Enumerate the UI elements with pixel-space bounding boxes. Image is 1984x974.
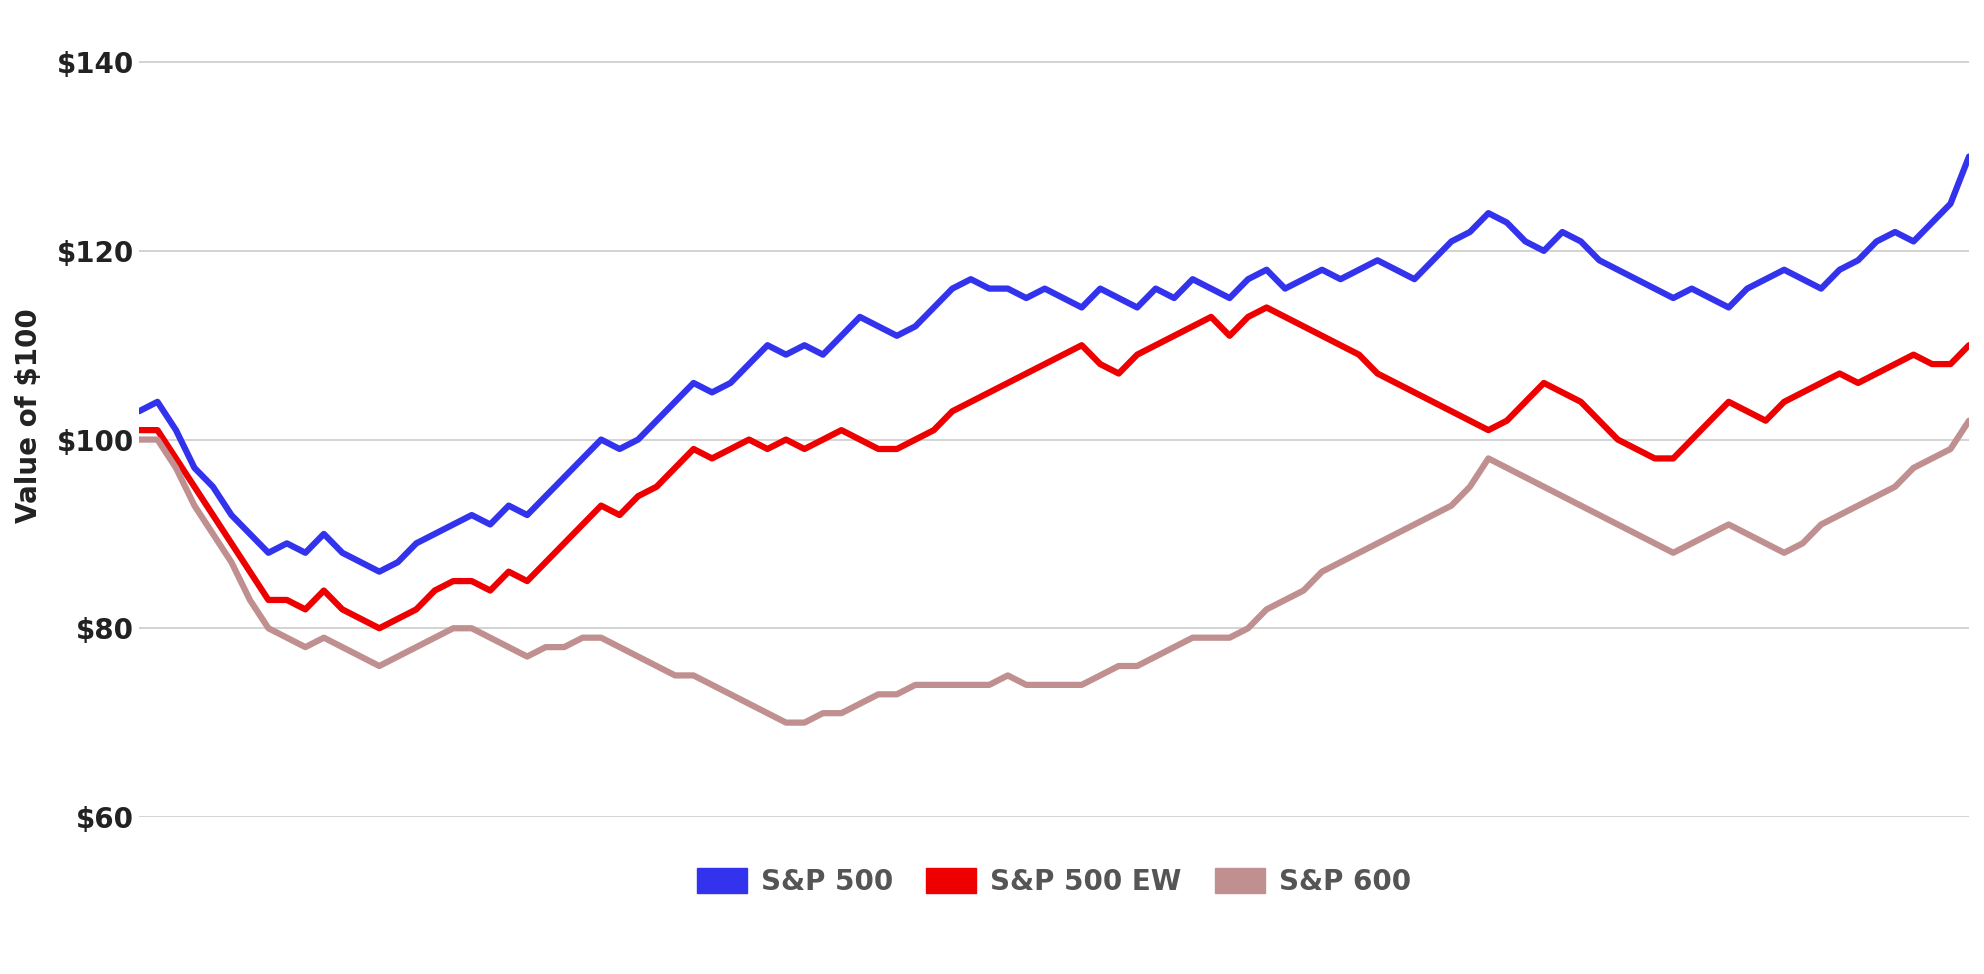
S&P 600: [1236, 622, 1260, 634]
S&P 500 EW: [1847, 377, 1871, 389]
S&P 500 EW: [496, 566, 520, 578]
S&P 500: [1827, 264, 1851, 276]
S&P 600: [1956, 415, 1980, 427]
Line: S&P 500 EW: S&P 500 EW: [139, 308, 1968, 628]
S&P 500: [1956, 151, 1980, 163]
S&P 500: [1236, 274, 1260, 285]
S&P 500 EW: [1089, 358, 1113, 370]
S&P 500 EW: [1956, 339, 1980, 351]
S&P 500: [496, 500, 520, 511]
S&P 500: [1883, 226, 1907, 238]
S&P 600: [774, 717, 798, 729]
S&P 600: [552, 641, 575, 653]
S&P 500 EW: [127, 425, 151, 436]
S&P 500 EW: [367, 622, 391, 634]
S&P 500: [367, 566, 391, 578]
S&P 500: [571, 453, 595, 465]
S&P 500 EW: [1236, 311, 1260, 322]
S&P 500 EW: [1254, 302, 1278, 314]
S&P 500 EW: [571, 518, 595, 530]
Line: S&P 500: S&P 500: [139, 157, 1968, 572]
Y-axis label: Value of $100: Value of $100: [16, 309, 44, 523]
Legend: S&P 500, S&P 500 EW, S&P 600: S&P 500, S&P 500 EW, S&P 600: [686, 857, 1423, 908]
Line: S&P 600: S&P 600: [139, 421, 1968, 723]
S&P 600: [478, 632, 502, 644]
S&P 500: [127, 405, 151, 417]
S&P 600: [1883, 481, 1907, 493]
S&P 500: [1089, 282, 1113, 294]
S&P 600: [1089, 669, 1113, 681]
S&P 600: [127, 433, 151, 445]
S&P 500 EW: [1901, 349, 1924, 360]
S&P 600: [1827, 509, 1851, 521]
